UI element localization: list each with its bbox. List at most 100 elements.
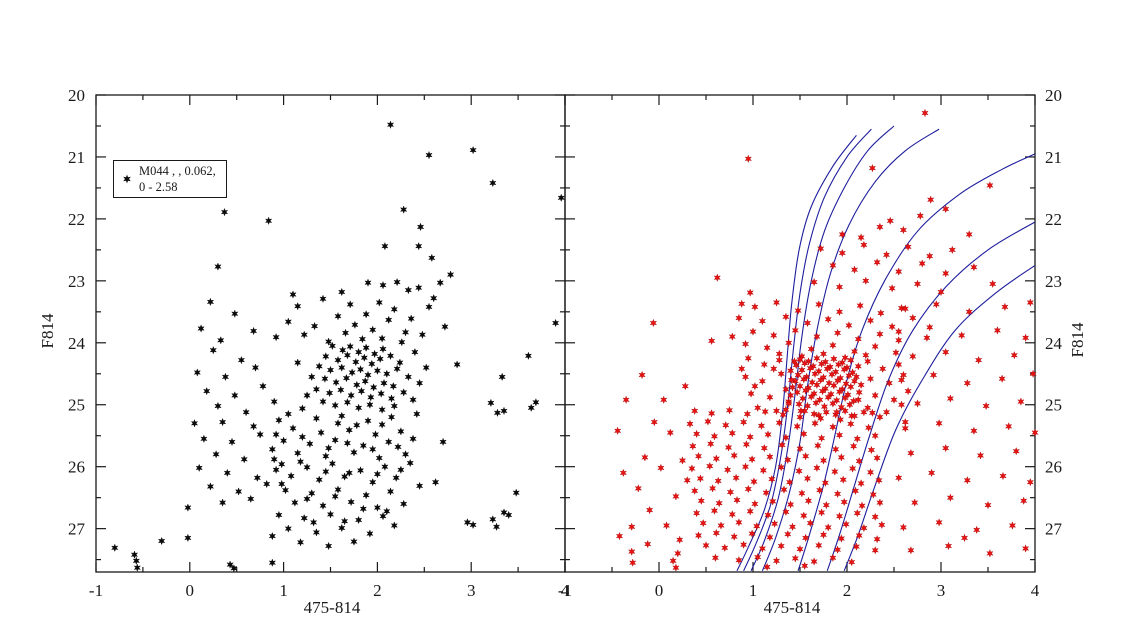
data-point — [489, 515, 497, 524]
data-point — [848, 557, 856, 567]
data-point — [415, 481, 424, 491]
right-x-tick-label: 0 — [655, 581, 664, 600]
data-point — [790, 357, 799, 366]
data-point — [268, 531, 277, 541]
data-point — [775, 355, 783, 365]
data-point — [855, 456, 863, 466]
data-point — [758, 316, 767, 326]
data-point — [256, 430, 264, 439]
data-point — [407, 314, 415, 323]
data-point — [334, 419, 342, 428]
data-point — [868, 408, 877, 417]
data-point — [315, 362, 323, 371]
data-point — [777, 541, 785, 551]
data-point — [1021, 544, 1030, 553]
left-x-tick-label: -1 — [89, 581, 103, 600]
data-point — [831, 467, 839, 476]
isochrone-curve — [750, 125, 895, 572]
data-point — [782, 385, 790, 394]
data-point — [710, 432, 719, 441]
data-point — [772, 556, 781, 565]
data-point — [251, 363, 260, 372]
data-point — [342, 373, 351, 383]
data-point — [1021, 333, 1030, 342]
star-marker-icon — [123, 174, 131, 184]
data-point — [815, 300, 823, 309]
data-point — [400, 388, 408, 397]
data-point — [298, 432, 307, 442]
data-point — [338, 411, 346, 421]
data-point — [362, 343, 370, 352]
data-point — [732, 473, 740, 482]
data-point — [312, 528, 320, 537]
data-point — [368, 359, 376, 369]
data-point — [946, 394, 955, 403]
isochrone-curve — [797, 153, 1036, 571]
data-point — [800, 375, 808, 384]
legend-text: M044 , , 0.062, 0 - 2.58 — [139, 164, 226, 195]
data-point — [877, 308, 885, 318]
data-point — [850, 347, 859, 356]
data-point — [308, 489, 316, 498]
data-point — [739, 417, 748, 427]
data-point — [824, 393, 832, 402]
right-y-tick-label: 25 — [1045, 396, 1062, 415]
data-point — [819, 373, 828, 382]
data-point — [860, 408, 868, 417]
data-point — [958, 331, 966, 340]
data-point — [309, 518, 318, 527]
data-point — [130, 550, 139, 559]
data-point — [387, 394, 396, 403]
data-point — [921, 108, 929, 118]
data-point — [300, 330, 308, 339]
data-point — [707, 439, 715, 448]
left-y-tick-label: 23 — [68, 272, 85, 291]
data-point — [425, 150, 433, 160]
data-point — [835, 282, 844, 292]
data-point — [303, 463, 311, 472]
data-point — [846, 400, 854, 409]
data-point — [857, 233, 865, 242]
data-point — [761, 407, 769, 416]
data-point — [404, 372, 413, 382]
data-point — [702, 541, 710, 550]
data-point — [808, 378, 816, 387]
data-point — [353, 421, 361, 430]
data-point — [691, 486, 699, 495]
data-point — [787, 375, 796, 385]
data-point — [613, 426, 622, 435]
data-point — [223, 468, 231, 478]
data-point — [279, 436, 288, 445]
data-point — [965, 230, 973, 239]
data-point — [296, 457, 305, 466]
data-point — [927, 468, 936, 478]
data-point — [911, 498, 919, 507]
data-point — [868, 163, 877, 173]
data-point — [763, 343, 771, 352]
data-point — [989, 279, 997, 289]
data-point — [982, 401, 990, 411]
data-point — [857, 479, 865, 488]
data-point — [835, 512, 844, 521]
data-point — [362, 310, 370, 319]
data-point — [813, 380, 821, 390]
data-point — [786, 500, 795, 509]
data-point — [406, 458, 414, 468]
data-point — [806, 518, 814, 528]
data-point — [782, 433, 790, 442]
data-point — [284, 524, 292, 533]
data-point — [284, 317, 292, 326]
data-point — [463, 518, 472, 527]
data-point — [343, 398, 352, 407]
star-marker-glyph — [123, 174, 131, 184]
data-point — [672, 563, 680, 572]
data-point — [819, 530, 828, 539]
data-point — [942, 269, 950, 278]
data-point — [400, 205, 408, 214]
data-point — [793, 388, 801, 397]
data-point — [296, 538, 305, 547]
data-point — [341, 328, 350, 338]
data-point — [772, 298, 781, 307]
data-point — [401, 328, 410, 337]
